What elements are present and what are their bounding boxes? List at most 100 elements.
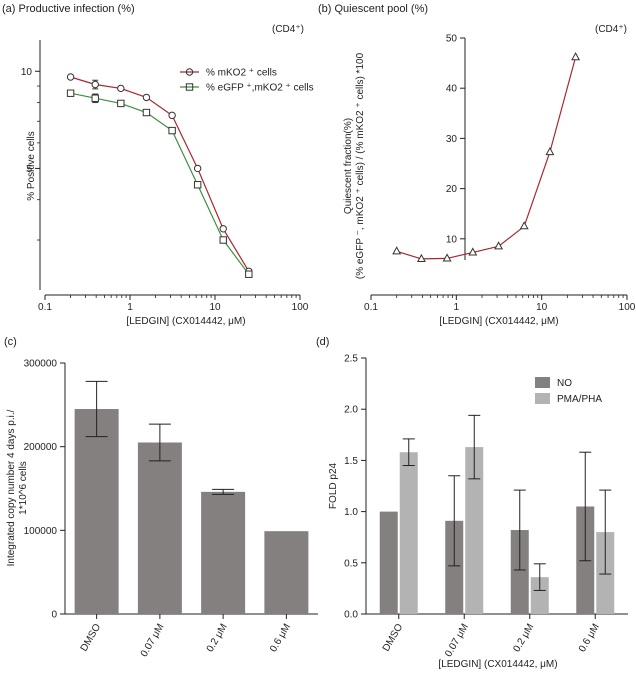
legend-label-egfp: % eGFP ⁺,mKO2 ⁺ cells bbox=[206, 83, 314, 94]
panel-d-legend: NO PMA/PHA bbox=[535, 377, 602, 405]
panel-c-bar bbox=[74, 409, 119, 614]
panel-a-series-line-0 bbox=[70, 76, 250, 272]
panel-d-bar-no bbox=[510, 530, 529, 614]
legend-swatch-pma bbox=[535, 393, 550, 404]
panel-d-bar-pma-pha bbox=[465, 447, 484, 614]
panel-c: (c) Integrated copy number 4 days p.i./ … bbox=[4, 336, 318, 659]
panel-c-marks bbox=[74, 380, 309, 614]
panel-c-x-tick-label: DMSO bbox=[79, 622, 104, 654]
panel-b-point-triangle bbox=[545, 146, 555, 156]
panel-c-x-tick-label: 0.6 μM bbox=[268, 622, 293, 654]
panel-b-point-triangle bbox=[392, 246, 402, 255]
panel-b-xlabel: [LEDGIN] (CX014442, μM) bbox=[439, 316, 558, 327]
panel-c-title: (c) bbox=[4, 336, 17, 348]
legend-label-mko2: % mKO2 ⁺ cells bbox=[206, 68, 277, 79]
panel-b-ylabel-line2: (% eGFP ⁻, mKO2 ⁺ cells) / (% mKO2 ⁺ cel… bbox=[355, 52, 366, 279]
panel-b-point-triangle bbox=[571, 52, 581, 61]
panel-a-point-square bbox=[142, 108, 151, 117]
panel-a-point-circle bbox=[168, 111, 176, 120]
panel-d-ylabel: FOLD p24 bbox=[328, 462, 339, 509]
panel-a-axes: 0.1 1 10 100 5 10 bbox=[21, 40, 309, 313]
panel-d-bar-pma-pha bbox=[399, 452, 418, 614]
panel-b: (b) Quiescent pool (%) (CD4⁺) Quiescent … bbox=[318, 3, 636, 327]
panel-a-point-square bbox=[219, 236, 227, 244]
panel-d-x-tick-label: 0.07 μM bbox=[443, 622, 471, 659]
panel-a-y-tick-label: 5 bbox=[26, 164, 32, 175]
panel-c-y-tick-label: 0 bbox=[51, 610, 57, 621]
panel-b-axes: 0.1 1 10 100 10 20 30 40 50 bbox=[364, 34, 636, 314]
panel-a-x-tick-label: 0.1 bbox=[38, 302, 52, 313]
panel-a-title: (a) Productive infection (%) bbox=[2, 3, 135, 15]
panel-a-y-tick-label: 10 bbox=[21, 67, 33, 78]
panel-b-point-triangle bbox=[442, 253, 452, 262]
panel-a-x-tick-label: 10 bbox=[209, 302, 221, 313]
panel-b-y-tick-label: 20 bbox=[446, 184, 458, 195]
panel-b-x-tick-label: 1 bbox=[454, 302, 460, 313]
panel-a-cell-label: (CD4⁺) bbox=[272, 24, 304, 35]
panel-d-y-tick-label: 2.0 bbox=[344, 405, 358, 416]
panel-b-marks bbox=[392, 52, 581, 262]
panel-a-point-circle bbox=[91, 80, 99, 89]
panel-c-ylabel-line1: Integrated copy number 4 days p.i./ bbox=[6, 409, 17, 566]
panel-d-y-tick-label: 2.5 bbox=[344, 354, 358, 365]
legend-swatch-no bbox=[535, 377, 550, 388]
panel-c-bar bbox=[264, 531, 309, 614]
panel-d-y-tick-label: 0.0 bbox=[344, 610, 358, 621]
panel-b-point-triangle bbox=[494, 241, 504, 250]
panel-a-point-square bbox=[245, 270, 253, 278]
panel-c-y-tick-label: 200000 bbox=[24, 442, 58, 453]
legend-label-no: NO bbox=[557, 378, 572, 389]
legend-marker-egfp bbox=[185, 83, 194, 91]
panel-a-point-square bbox=[91, 94, 99, 102]
panel-d-marks bbox=[379, 414, 615, 614]
panel-c-bar bbox=[201, 491, 246, 614]
panel-a-ylabel: % Positive cells bbox=[26, 131, 37, 200]
panel-b-y-tick-label: 10 bbox=[446, 234, 458, 245]
panel-d-x-tick-label: DMSO bbox=[381, 622, 406, 654]
panel-a-point-circle bbox=[142, 93, 151, 102]
panel-b-series-line bbox=[396, 56, 577, 260]
panel-d-bar-no bbox=[445, 520, 464, 614]
panel-c-x-tick-label: 0.2 μM bbox=[205, 622, 230, 654]
panel-a-series-line-1 bbox=[70, 92, 250, 275]
panel-a-x-tick-label: 100 bbox=[292, 302, 309, 313]
legend-label-pma: PMA/PHA bbox=[557, 394, 602, 405]
panel-c-ylabel-line2: 1*10^6 cells bbox=[18, 461, 29, 515]
panel-c-bar bbox=[137, 442, 182, 614]
panel-b-y-tick-label: 50 bbox=[446, 34, 458, 45]
panel-a-point-square bbox=[168, 126, 176, 135]
panel-b-x-tick-label: 100 bbox=[619, 302, 636, 313]
panel-d-y-tick-label: 1.0 bbox=[344, 507, 358, 518]
panel-b-y-tick-label: 40 bbox=[446, 84, 458, 95]
panel-d-xlabel: [LEDGIN] (CX014442, μM) bbox=[438, 659, 557, 670]
panel-d-x-tick-label: 0.6 μM bbox=[577, 622, 602, 654]
panel-a-point-circle bbox=[117, 84, 125, 93]
panel-d-y-tick-label: 0.5 bbox=[344, 558, 358, 569]
panel-b-point-triangle bbox=[416, 253, 426, 262]
panel-c-x-tick-label: 0.07 μM bbox=[139, 622, 167, 659]
panel-b-title: (b) Quiescent pool (%) bbox=[318, 3, 428, 15]
panel-a-legend: % mKO2 ⁺ cells % eGFP ⁺,mKO2 ⁺ cells bbox=[180, 68, 314, 94]
panel-d-x-tick-label: 0.2 μM bbox=[511, 622, 536, 654]
panel-a-point-circle bbox=[219, 225, 227, 233]
panel-d-bar-no bbox=[379, 511, 398, 614]
panel-d-y-tick-label: 1.5 bbox=[344, 456, 358, 467]
panel-c-y-tick-label: 100000 bbox=[24, 526, 58, 537]
panel-d-title: (d) bbox=[316, 336, 329, 348]
panel-c-y-tick-label: 300000 bbox=[24, 359, 58, 370]
panel-b-y-tick-label: 30 bbox=[446, 134, 458, 145]
panel-a-point-square bbox=[66, 89, 75, 97]
panel-a-marks bbox=[66, 73, 253, 278]
panel-a-point-circle bbox=[193, 164, 202, 173]
panel-a-xlabel: [LEDGIN] (CX014442, μM) bbox=[126, 316, 245, 327]
panel-b-point-triangle bbox=[468, 247, 478, 256]
panel-a-point-square bbox=[117, 99, 125, 108]
panel-b-cell-label: (CD4⁺) bbox=[595, 24, 627, 35]
panel-b-x-tick-label: 0.1 bbox=[364, 302, 378, 313]
panel-a-point-square bbox=[193, 181, 202, 189]
panel-a-x-tick-label: 1 bbox=[127, 302, 133, 313]
panel-a: (a) Productive infection (%) (CD4⁺) % Po… bbox=[2, 3, 314, 327]
panel-a-point-circle bbox=[66, 73, 75, 81]
panel-b-ylabel-line1: Quiescent fraction(%) bbox=[343, 118, 354, 214]
